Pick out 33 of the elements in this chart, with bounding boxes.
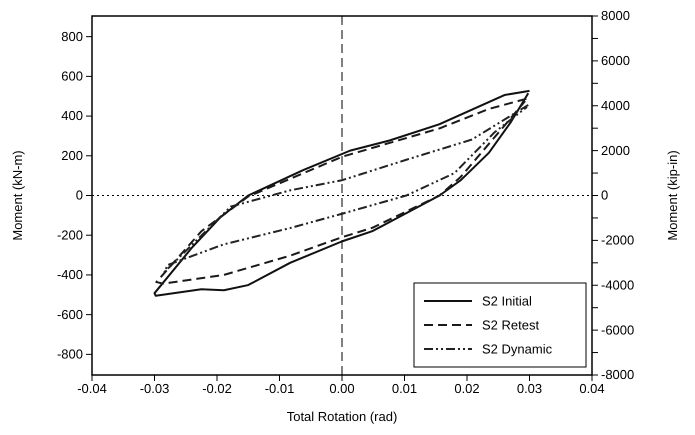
y2-tick-label: 2000 [601,142,630,158]
x-tick-label: 0.03 [516,381,542,396]
y2-tick-label: 4000 [601,98,630,113]
y2-tick-label: 0 [601,188,608,203]
x-tick-label: -0.01 [264,381,294,396]
x-tick-label: 0.00 [329,381,355,396]
y2-tick-label: 8000 [601,8,630,24]
x-tick-label: 0.01 [392,381,418,396]
y-tick-label: 800 [61,28,83,44]
y2-tick-label: 6000 [601,53,630,68]
legend-label: S2 Retest [482,318,540,333]
legend-label: S2 Dynamic [482,342,553,357]
y2-tick-label: -6000 [601,322,634,338]
y-axis-title: Moment (kN-m) [10,150,25,241]
legend-label: S2 Initial [482,294,532,309]
y-tick-label: 200 [61,148,83,163]
y2-axis-title: Moment (kip-in) [665,150,680,241]
y-tick-label: -600 [56,306,83,322]
y-tick-label: 0 [76,188,83,203]
x-tick-label: -0.04 [77,381,107,396]
y-tick-label: 400 [61,108,83,124]
x-tick-label: -0.03 [140,381,170,396]
y-tick-label: -400 [56,267,83,282]
x-tick-label: -0.02 [202,381,232,396]
x-axis-title: Total Rotation (rad) [286,409,398,424]
y2-tick-label: -8000 [601,367,634,382]
y-tick-label: -800 [56,346,83,362]
y-tick-label: 600 [61,68,83,84]
y2-tick-label: -2000 [601,232,634,248]
x-tick-label: 0.04 [579,381,605,396]
x-tick-label: 0.02 [454,381,480,396]
y-tick-label: -200 [56,227,83,242]
y2-tick-label: -4000 [601,277,634,292]
